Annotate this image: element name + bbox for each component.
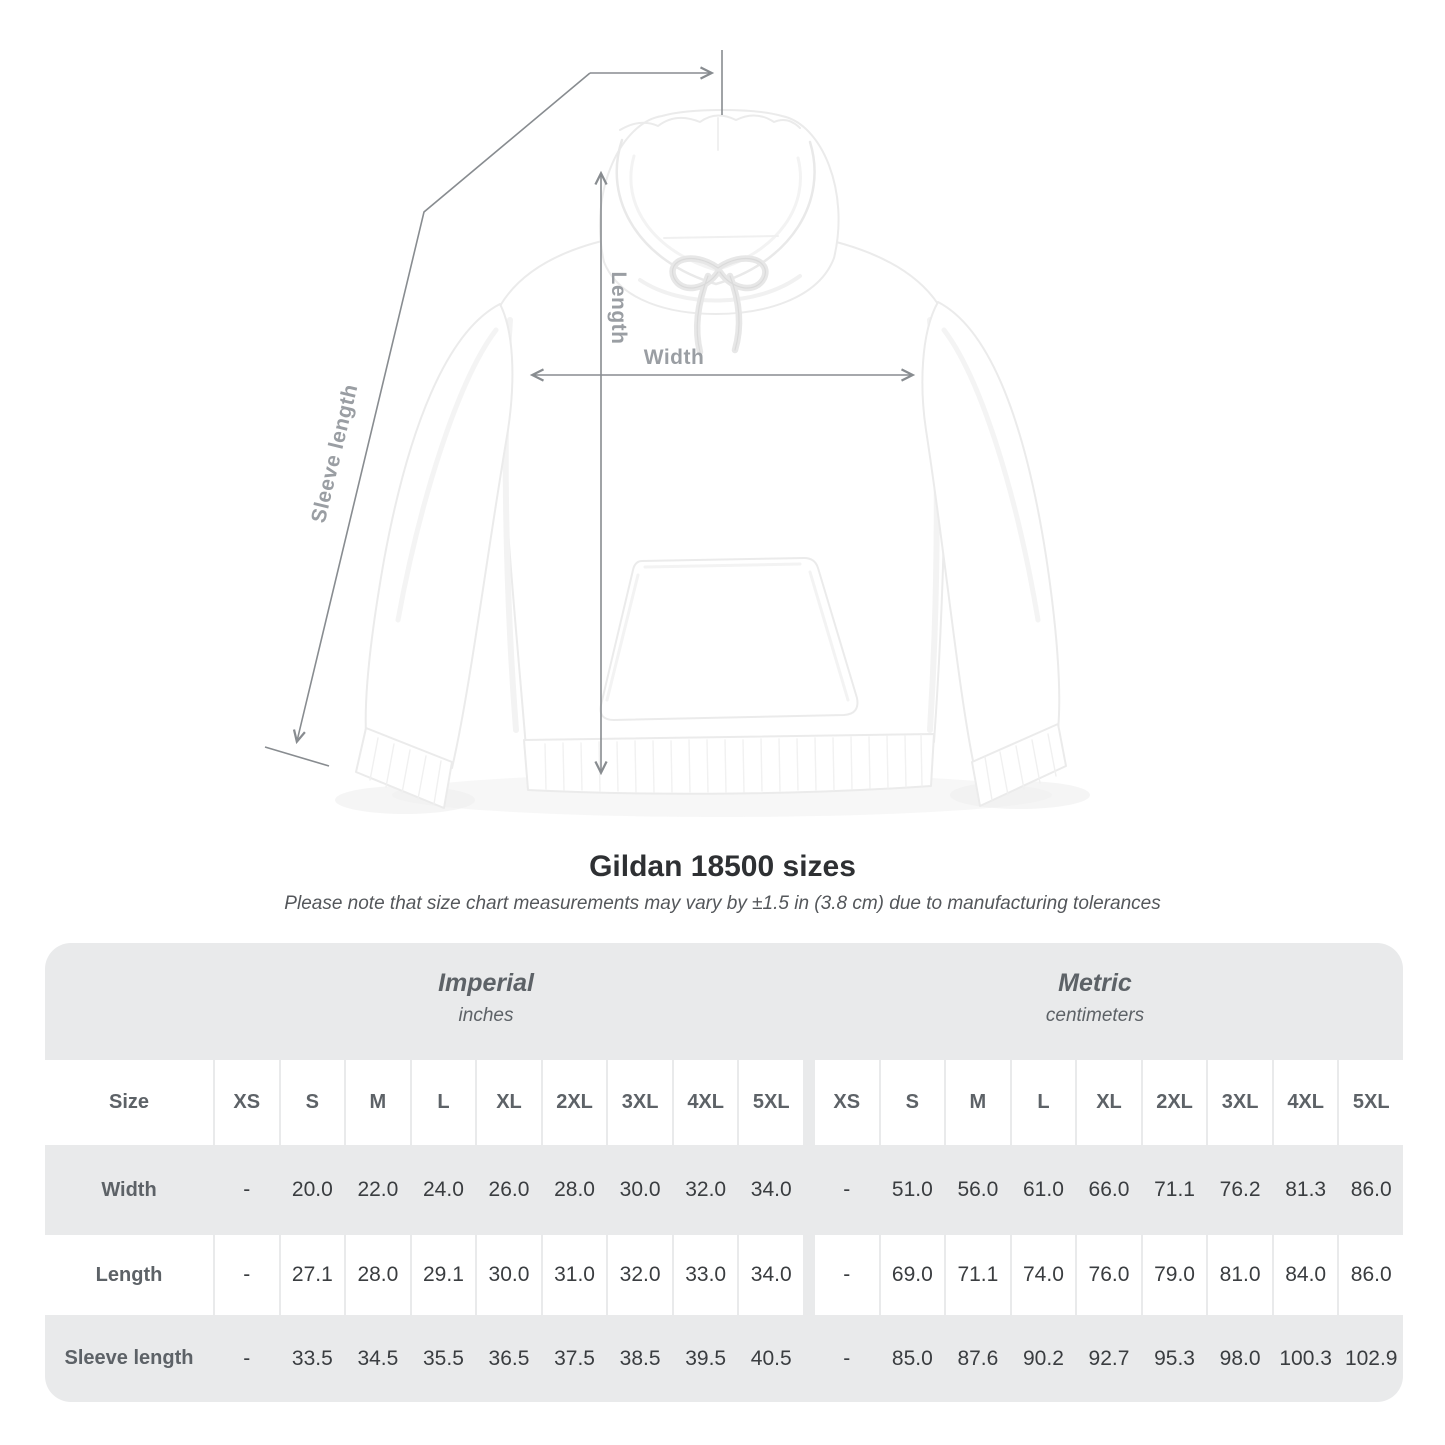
sleeve-metric-value: 98.0 [1219, 1346, 1261, 1370]
length-metric-value: - [815, 1235, 879, 1315]
width-imperial-value: 30.0 [619, 1178, 661, 1201]
sleeve-metric-value: 87.6 [957, 1346, 999, 1370]
width-imperial-value: 28.0 [554, 1178, 595, 1201]
imperial-title: Imperial [438, 969, 534, 997]
sleeve-metric-value: 102.9 [1344, 1346, 1398, 1370]
width-metric-value: 86.0 [1350, 1178, 1392, 1201]
width-metric-value: 66.0 [1088, 1178, 1130, 1201]
sleeve-imperial-value: 34.5 [357, 1346, 399, 1370]
length-metric-value: 81.0 [1208, 1235, 1272, 1315]
section-divider [805, 1235, 813, 1315]
imperial-col-header-5xl: 5XL [739, 1060, 803, 1145]
width-imperial-value: 24.0 [423, 1178, 464, 1201]
length-imperial-value: 29.1 [411, 1235, 476, 1315]
width-imperial-value: - [243, 1178, 251, 1201]
section-divider [805, 1315, 813, 1402]
length-metric-value: 76.0 [1077, 1235, 1141, 1315]
width-metric-value: 71.1 [1154, 1178, 1195, 1201]
width-imperial-value: 26.0 [488, 1178, 530, 1201]
tolerance-note: Please note that size chart measurements… [284, 893, 1161, 914]
sleeve-length-line [292, 72, 591, 745]
sleeve-imperial-value: 39.5 [685, 1346, 727, 1370]
metric-col-header-xl: XL [1077, 1060, 1141, 1145]
size-corner-header: Size [45, 1060, 213, 1145]
metric-col-header-2xl: 2XL [1142, 1060, 1207, 1145]
width-metric-value: 56.0 [957, 1178, 999, 1201]
length-metric-value: 86.0 [1339, 1235, 1403, 1315]
sleeve-imperial-value: 38.5 [619, 1346, 661, 1370]
length-metric-value: 69.0 [880, 1235, 945, 1315]
length-label: Length [607, 272, 630, 345]
page-title: Gildan 18500 sizes [589, 850, 856, 883]
metric-col-header-4xl: 4XL [1273, 1060, 1338, 1145]
sleeve-imperial-value: - [243, 1346, 251, 1370]
sleeve-imperial-value: 33.5 [291, 1346, 333, 1370]
measurement-lines [264, 50, 916, 776]
metric-col-header-l: L [1011, 1060, 1076, 1145]
sleeve-metric-value: 90.2 [1023, 1346, 1064, 1370]
length-imperial-value: 33.0 [673, 1235, 738, 1315]
length-imperial-value: 27.1 [280, 1235, 345, 1315]
metric-col-header-m: M [946, 1060, 1010, 1145]
imperial-col-header-xl: XL [477, 1060, 541, 1145]
row-label-length: Length [45, 1235, 213, 1315]
metric-unit: centimeters [1045, 1005, 1145, 1026]
width-metric-value: 81.3 [1285, 1178, 1327, 1201]
width-metric-value: 61.0 [1023, 1178, 1064, 1201]
width-metric-value: 76.2 [1219, 1178, 1261, 1201]
width-label: Width [644, 346, 705, 369]
width-imperial-value: 34.0 [750, 1178, 792, 1201]
row-label-sleeve-length: Sleeve length [64, 1347, 194, 1369]
metric-section-header: Metric centimeters [815, 969, 1375, 1027]
sleeve-imperial-value: 37.5 [554, 1346, 595, 1370]
section-header-band: Imperial inches Metric centimeters [45, 943, 1403, 1060]
sleeve-metric-value: - [843, 1346, 851, 1370]
width-imperial-value: 22.0 [357, 1178, 399, 1201]
metric-title: Metric [1058, 969, 1132, 997]
sleeve-imperial-value: 35.5 [423, 1346, 464, 1370]
section-divider [805, 1060, 813, 1145]
imperial-col-header-s: S [280, 1060, 345, 1145]
imperial-col-header-4xl: 4XL [673, 1060, 738, 1145]
metric-col-header-s: S [880, 1060, 945, 1145]
length-metric-value: 71.1 [946, 1235, 1010, 1315]
sleeve-metric-value: 85.0 [891, 1346, 933, 1370]
sleeve-metric-value: 92.7 [1088, 1346, 1130, 1370]
imperial-col-header-m: M [346, 1060, 410, 1145]
imperial-unit: inches [458, 1005, 514, 1026]
section-divider [805, 1145, 813, 1235]
sleeve-metric-value: 100.3 [1279, 1346, 1332, 1370]
metric-col-header-5xl: 5XL [1339, 1060, 1403, 1145]
length-imperial-value: 30.0 [477, 1235, 541, 1315]
hoodie-measurement-figure: Width Length Sleeve length [264, 50, 1067, 809]
imperial-col-header-3xl: 3XL [608, 1060, 672, 1145]
length-imperial-value: 31.0 [542, 1235, 607, 1315]
length-imperial-value: 32.0 [608, 1235, 672, 1315]
imperial-col-header-xs: XS [215, 1060, 279, 1145]
width-metric-value: - [843, 1178, 851, 1201]
length-imperial-value: 34.0 [739, 1235, 803, 1315]
row-label-width: Width [101, 1178, 157, 1201]
sleeve-imperial-value: 40.5 [750, 1346, 792, 1370]
width-metric-value: 51.0 [891, 1178, 933, 1201]
length-metric-value: 79.0 [1142, 1235, 1207, 1315]
size-grid: Size XS S M L XL 2XL 3XL 4XL 5XL XS S M … [45, 1060, 1403, 1402]
metric-col-header-3xl: 3XL [1208, 1060, 1272, 1145]
sleeve-metric-value: 95.3 [1154, 1346, 1195, 1370]
length-metric-value: 74.0 [1011, 1235, 1076, 1315]
imperial-col-header-l: L [411, 1060, 476, 1145]
width-imperial-value: 32.0 [685, 1178, 727, 1201]
hoodie-image [355, 109, 1067, 809]
length-imperial-value: - [215, 1235, 279, 1315]
sleeve-imperial-value: 36.5 [488, 1346, 530, 1370]
imperial-col-header-2xl: 2XL [542, 1060, 607, 1145]
sleeve-bottom-tick [264, 746, 330, 767]
length-imperial-value: 28.0 [346, 1235, 410, 1315]
metric-col-header-xs: XS [815, 1060, 879, 1145]
length-metric-value: 84.0 [1273, 1235, 1338, 1315]
width-imperial-value: 20.0 [291, 1178, 333, 1201]
imperial-section-header: Imperial inches [105, 969, 867, 1027]
size-table: Imperial inches Metric centimeters Size … [45, 943, 1403, 1402]
